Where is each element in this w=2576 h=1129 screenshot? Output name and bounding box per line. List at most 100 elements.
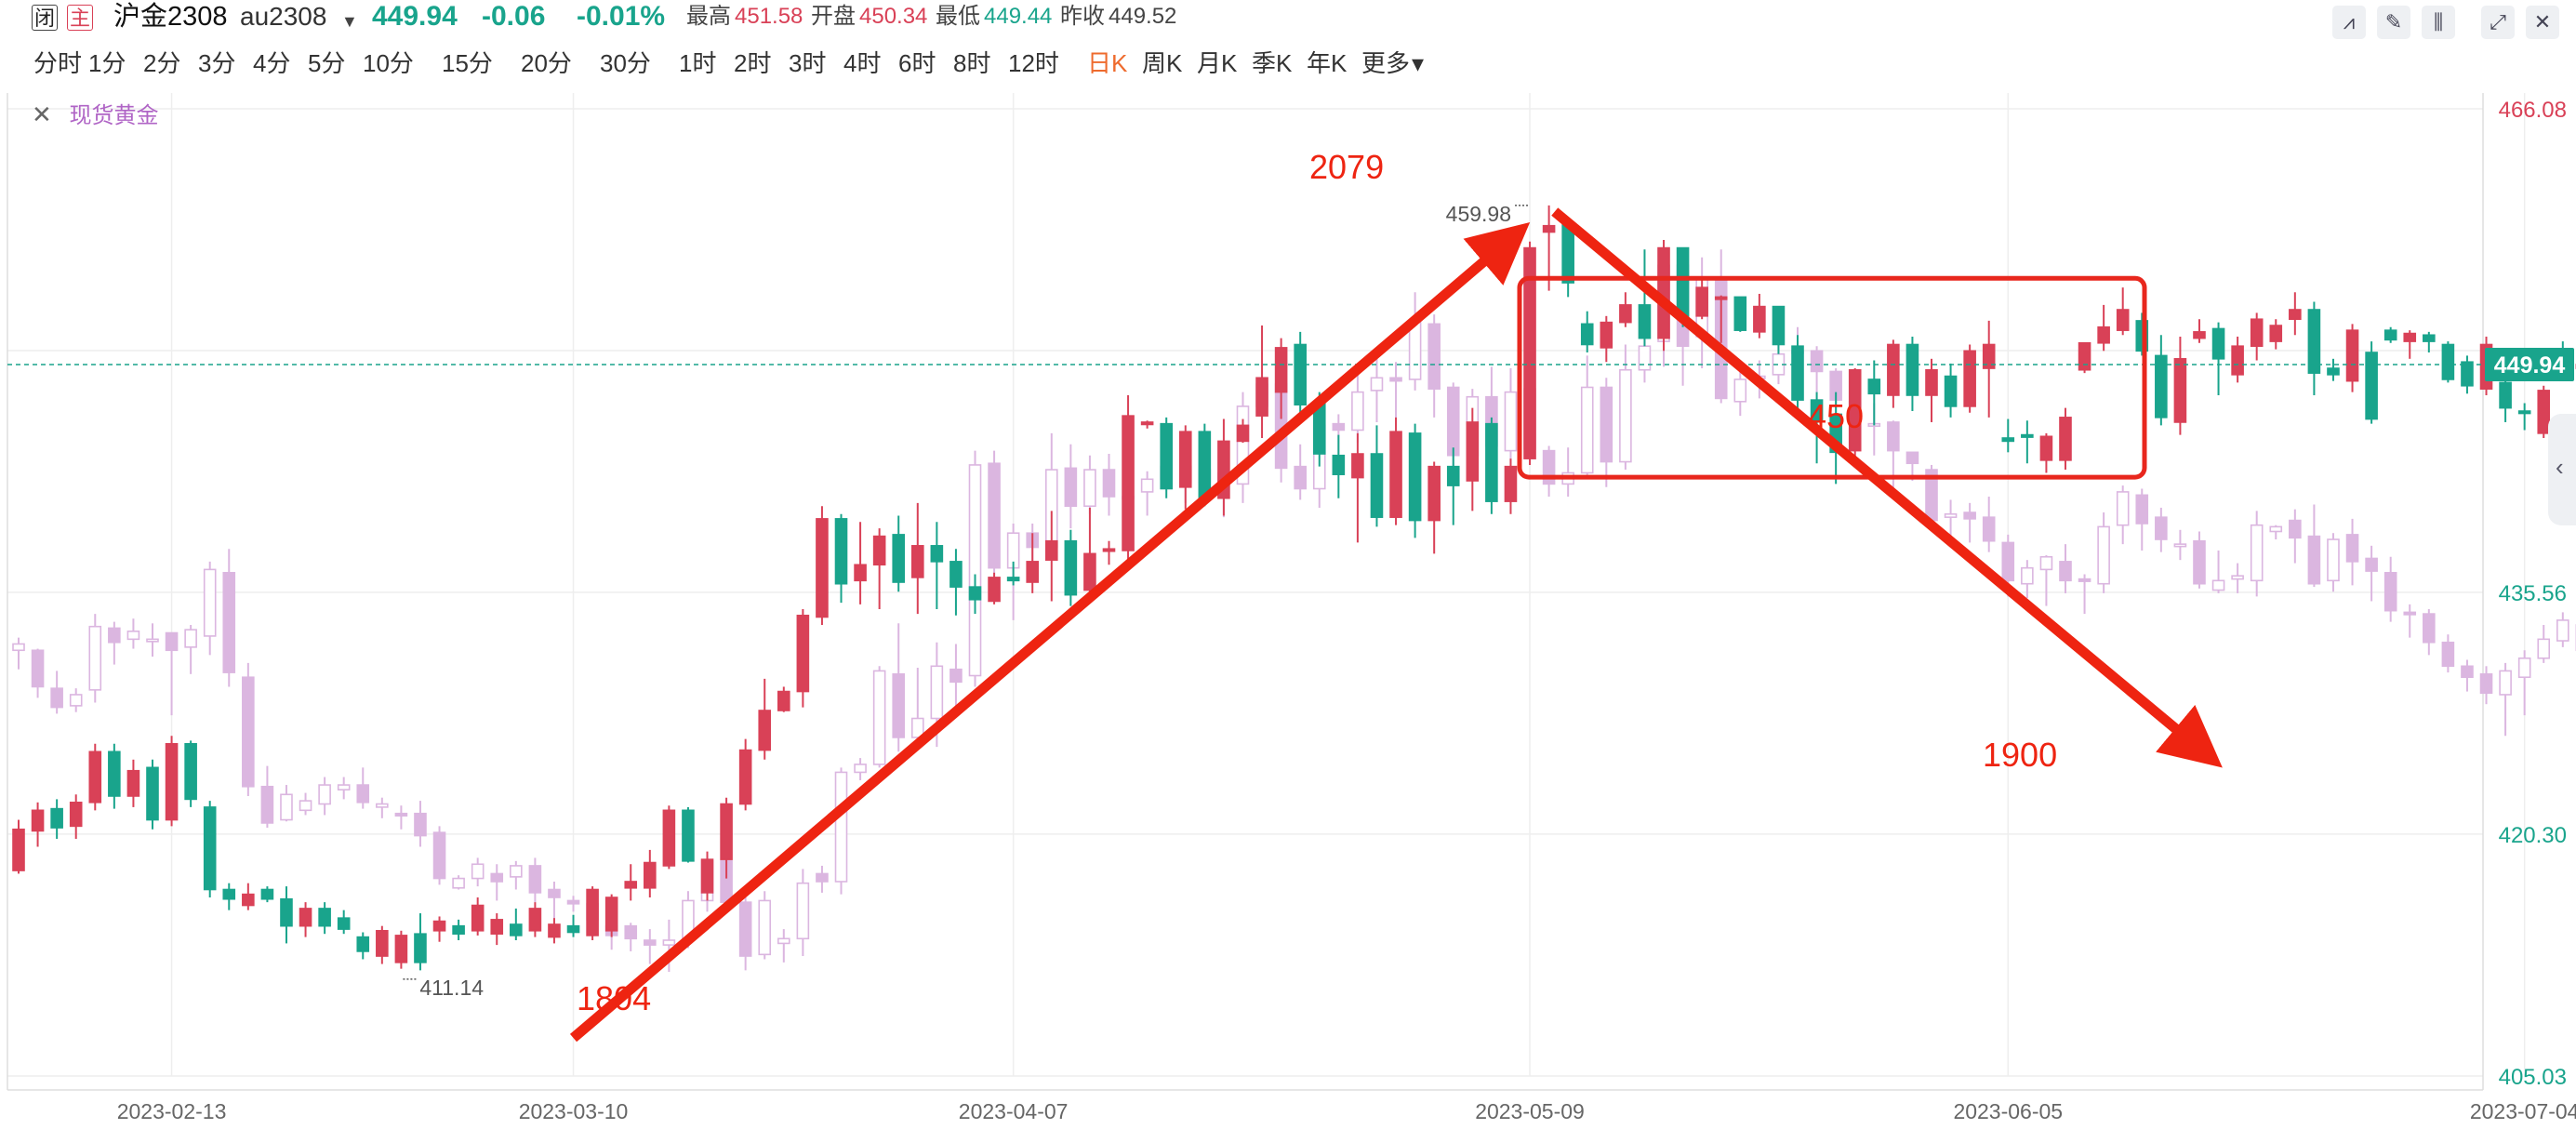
uptrend-arrow — [569, 221, 1531, 1043]
overlay-candle — [2173, 543, 2187, 548]
period-tab[interactable]: 年K — [1307, 49, 1348, 77]
main-candle — [318, 908, 331, 927]
caret-down-icon[interactable]: ▼ — [341, 12, 358, 31]
line-tool-icon[interactable]: ⩘ — [2332, 6, 2366, 39]
period-tab[interactable]: 周K — [1142, 49, 1183, 77]
period-tab[interactable]: 6时 — [898, 49, 936, 77]
overlay-candle — [1619, 368, 1632, 463]
main-candle — [432, 920, 446, 932]
overlay-candle — [2461, 665, 2474, 679]
main-candle — [2059, 417, 2072, 461]
period-tab[interactable]: 4时 — [843, 49, 882, 77]
caret-down-icon[interactable]: ▾ — [1412, 49, 1425, 77]
main-candle — [682, 809, 695, 862]
overlay-candle — [1446, 386, 1460, 457]
current-price-tag — [2485, 347, 2574, 381]
main-candle — [280, 897, 293, 927]
period-tab[interactable]: 2分 — [143, 49, 181, 77]
main-candle — [1925, 368, 1938, 396]
main-candle — [2537, 390, 2551, 434]
close-icon[interactable]: ✕ — [32, 100, 52, 128]
overlay-candle — [2327, 538, 2340, 582]
period-tab[interactable]: 月K — [1197, 49, 1238, 77]
main-candle — [242, 893, 255, 907]
overlay-candle — [471, 863, 485, 880]
main-candle — [2327, 367, 2340, 376]
period-tab[interactable]: 3时 — [789, 49, 827, 77]
main-series-candles — [12, 205, 2576, 971]
side-panel-toggle[interactable]: ‹ — [2548, 414, 2576, 525]
main-candle — [1905, 343, 1919, 396]
main-candle — [1446, 465, 1460, 486]
period-tab[interactable]: 3分 — [198, 49, 236, 77]
overlay-candle — [2059, 561, 2072, 582]
period-tab[interactable]: 8时 — [953, 49, 991, 77]
period-tab[interactable]: 12时 — [1008, 49, 1059, 77]
period-tab[interactable]: 1时 — [679, 49, 717, 77]
period-tab[interactable]: 30分 — [600, 49, 651, 77]
main-candle — [2423, 334, 2436, 342]
x-tick-label: 2023-05-09 — [1475, 1099, 1585, 1123]
overlay-candle — [490, 872, 504, 883]
overlay-candle — [892, 673, 906, 738]
period-tab[interactable]: 5分 — [308, 49, 346, 77]
main-candle — [1408, 432, 1422, 522]
main-candle — [69, 802, 83, 828]
main-candle — [586, 888, 599, 936]
main-candle — [548, 923, 561, 938]
contract-code[interactable]: au2308 — [240, 2, 327, 31]
period-tab[interactable]: 10分 — [363, 49, 414, 77]
downtrend-arrow — [1551, 207, 2223, 768]
x-tick-label: 2023-06-05 — [1953, 1099, 2063, 1123]
main-candle — [528, 908, 542, 932]
main-candle — [1160, 422, 1173, 490]
overlay-candle — [2403, 611, 2417, 616]
overlay-candle — [2001, 541, 2015, 582]
period-tab[interactable]: 更多 — [1361, 49, 1411, 77]
close-icon[interactable]: ✕ — [2526, 6, 2559, 39]
main-candle — [1600, 321, 1613, 349]
overlay-candle — [2269, 525, 2283, 533]
period-tab[interactable]: 2时 — [734, 49, 772, 77]
main-candle — [146, 766, 159, 821]
main-candle — [1619, 304, 1632, 324]
main-candle — [1867, 379, 1881, 395]
prev-close-value: 449.52 — [1109, 4, 1177, 29]
period-tab[interactable]: 15分 — [442, 49, 493, 77]
closed-badge: 闭 — [32, 5, 58, 31]
overlay-candle — [1083, 469, 1096, 508]
overlay-candle — [910, 717, 924, 738]
fullscreen-icon[interactable]: ⤢ — [2481, 6, 2515, 39]
period-tab[interactable]: 日K — [1087, 49, 1128, 77]
overlay-candle — [1982, 516, 1996, 542]
candle-icon[interactable]: ⫼ — [2422, 6, 2455, 39]
overlay-candle — [376, 803, 389, 808]
overlay-candle — [2365, 557, 2378, 572]
period-tab[interactable]: 分时 — [33, 49, 83, 77]
period-tab[interactable]: 1分 — [88, 49, 126, 77]
main-candle — [1944, 375, 1958, 407]
main-candle — [31, 809, 45, 832]
main-candle — [1791, 345, 1804, 401]
overlay-candle — [2193, 539, 2206, 585]
period-tab[interactable]: 季K — [1252, 49, 1293, 77]
overlay-candle — [2039, 555, 2053, 571]
period-tab[interactable]: 4分 — [253, 49, 291, 77]
main-candle — [2097, 325, 2110, 344]
main-candle — [1026, 561, 1040, 583]
period-tab[interactable]: 20分 — [521, 49, 572, 77]
main-candle — [1982, 343, 1996, 369]
main-candle — [1753, 305, 1766, 333]
overlay-candle — [432, 831, 446, 880]
main-candle — [2001, 437, 2015, 443]
main-candle — [662, 809, 676, 867]
pen-icon[interactable]: ✎ — [2377, 6, 2410, 39]
overlay-candle — [1504, 391, 1518, 452]
low-label: 最低 — [936, 4, 980, 29]
main-candle — [2193, 331, 2206, 339]
overlay-candle — [69, 694, 83, 707]
main-candle — [2307, 309, 2321, 374]
main-candle — [2403, 332, 2417, 342]
main-candle — [126, 769, 140, 797]
